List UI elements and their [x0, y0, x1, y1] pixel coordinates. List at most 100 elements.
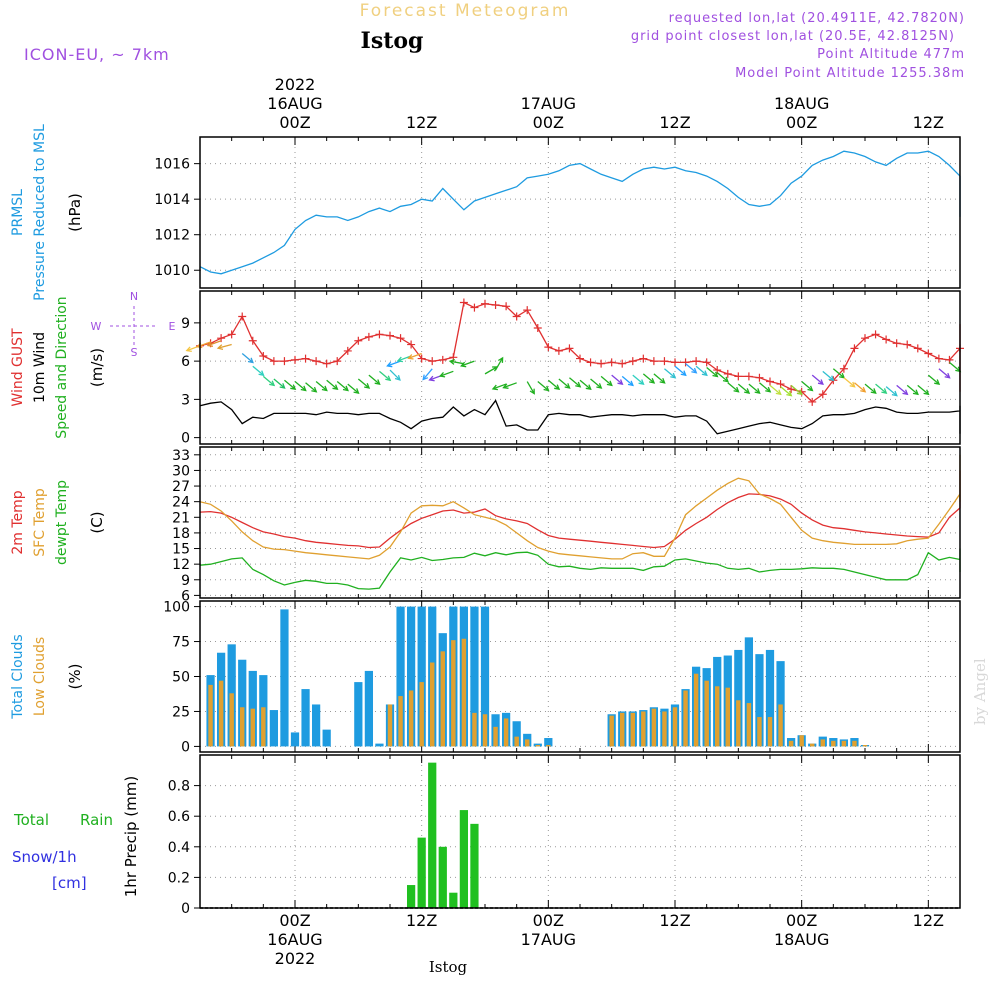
total-cloud-bar: [375, 743, 384, 747]
total-cloud-bar: [512, 721, 521, 747]
wind-arrow-head: [944, 372, 951, 379]
gust-marker: [808, 397, 817, 406]
SFC Temp-line: [199, 454, 961, 560]
y-tick-label: 6: [181, 588, 190, 604]
bottom-time-label: 16AUG: [267, 930, 322, 949]
wind-arrow-head: [279, 383, 286, 389]
side-label: 10m Wind: [32, 332, 48, 403]
wind-arrow: [217, 343, 232, 349]
wind-arrow: [492, 383, 507, 390]
bottom-time-label: 12Z: [913, 911, 944, 930]
low-cloud-bar: [408, 690, 414, 747]
low-cloud-bar: [503, 718, 509, 747]
wind-arrow-head: [733, 386, 740, 393]
y-tick-label: 0.8: [168, 779, 190, 795]
wind-arrow-head: [216, 344, 224, 351]
y-tick-label: 3: [181, 392, 190, 408]
total-cloud-bar: [544, 738, 553, 747]
low-cloud-bar: [546, 745, 551, 747]
bottom-time-label: 00Z: [786, 911, 817, 930]
total-cloud-bar: [238, 659, 247, 747]
wind-arrow: [558, 378, 571, 389]
panel-frame: [199, 600, 961, 753]
gust-marker: [671, 358, 679, 367]
y-tick-label: 1010: [154, 263, 190, 279]
wind-arrow: [748, 383, 761, 394]
low-cloud-bar: [472, 712, 477, 747]
wind-arrow: [273, 378, 286, 389]
y-tick-label: 50: [172, 670, 190, 686]
wind-arrow-head: [502, 383, 509, 389]
total-cloud-bar: [765, 649, 775, 747]
wind-arrow: [727, 382, 739, 393]
wind-arrow-head: [849, 381, 856, 388]
wind-arrow-head: [796, 389, 803, 396]
wind-arrow: [917, 384, 929, 395]
wind-arrow: [494, 357, 504, 371]
low-cloud-bar: [704, 680, 709, 747]
top-time-label: 12Z: [406, 113, 437, 132]
dewpt Temp-line: [199, 548, 961, 590]
wind-arrow: [387, 360, 401, 367]
side-label: Pressure Reduced to MSL: [32, 124, 48, 301]
total-cloud-bar: [734, 649, 743, 747]
bottom-time-label: 2022: [275, 949, 316, 968]
wind-arrow-head: [701, 370, 708, 377]
wind-arrow: [408, 352, 422, 359]
y-tick-label: 24: [172, 495, 190, 511]
gust-marker: [755, 373, 764, 382]
side-label: Total Clouds: [10, 634, 26, 719]
gust-marker: [628, 357, 637, 366]
low-cloud-bar: [799, 735, 804, 747]
y-axis-label: 1hr Precip (mm): [122, 776, 140, 897]
total-cloud-bar: [470, 606, 479, 747]
gust-marker: [259, 352, 268, 361]
low-cloud-bar: [419, 682, 424, 747]
y-tick-label: 75: [172, 635, 190, 651]
compass-w: W: [91, 320, 102, 333]
gust-marker: [491, 301, 500, 310]
gust-marker: [354, 336, 363, 345]
low-cloud-bar: [831, 740, 836, 747]
wind-arrow-head: [712, 371, 719, 378]
wind-arrow: [780, 386, 792, 397]
side-label: SFC Temp: [32, 488, 48, 557]
model-label: ICON-EU, ~ 7km: [24, 45, 170, 64]
low-cloud-bar: [788, 740, 794, 747]
wind-arrow: [397, 355, 412, 362]
low-cloud-bar: [208, 684, 213, 747]
top-time-label: 00Z: [533, 113, 564, 132]
wind-arrow-head: [353, 388, 360, 394]
wind-arrow: [632, 374, 644, 385]
wind-arrow-head: [396, 356, 404, 363]
wind-arrow: [611, 374, 623, 385]
gust-marker: [618, 359, 627, 368]
gust-marker: [375, 330, 384, 339]
y-tick-label: 0: [181, 431, 190, 447]
wind-arrow-head: [891, 390, 898, 397]
wind-arrow-head: [385, 375, 392, 382]
gust-marker: [533, 323, 542, 332]
gust-marker: [269, 357, 278, 366]
forecast-title: Forecast Meteogram: [360, 1, 571, 21]
wind-arrow-head: [912, 389, 919, 396]
low-cloud-bar: [715, 686, 720, 747]
wind-arrow: [801, 381, 813, 392]
requested-coords: requested lon,lat (20.4911E, 42.7820N): [669, 11, 965, 26]
wind-arrow: [759, 382, 771, 393]
gust-marker: [512, 312, 521, 321]
clouds-panel: 0 25 50 75 100 Total Clouds Low Clouds (%): [10, 600, 961, 755]
wind-arrow: [315, 381, 328, 392]
wind-arrow-head: [902, 389, 909, 396]
gust-marker: [438, 355, 447, 364]
gust-marker: [417, 354, 426, 363]
wind-arrow-head: [575, 381, 582, 388]
wind-arrow-head: [786, 390, 793, 397]
total-cloud-bar: [396, 606, 405, 747]
y-tick-label: 21: [172, 510, 190, 526]
top-time-label: 17AUG: [521, 94, 576, 113]
total-cloud-bar: [406, 606, 416, 747]
wind-arrow: [621, 375, 634, 386]
y-tick-label: 0: [181, 739, 190, 755]
wind-arrow-head: [680, 370, 687, 377]
